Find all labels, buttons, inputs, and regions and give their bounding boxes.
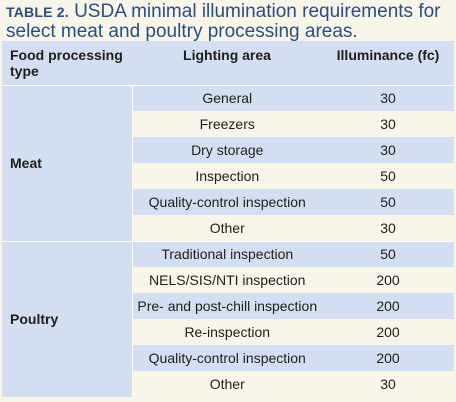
lighting-area-cell: Freezers — [132, 111, 322, 137]
lighting-area-cell: Pre- and post-chill inspection — [132, 293, 322, 319]
table-row: Re-inspection 200 — [2, 319, 454, 345]
header-lighting-area: Lighting area — [132, 41, 322, 86]
table-caption: TABLE 2. USDA minimal illumination requi… — [6, 2, 452, 41]
header-illuminance: Illuminance (fc) — [322, 41, 454, 86]
lighting-area-cell: General — [132, 85, 322, 111]
table-label: TABLE 2. — [6, 4, 69, 20]
illuminance-cell: 200 — [322, 267, 454, 293]
table-row: NELS/SIS/NTI inspection 200 — [2, 267, 454, 293]
illumination-table: Food processing type Lighting area Illum… — [2, 41, 454, 397]
table-row: Other 30 — [2, 215, 454, 241]
group-label-meat: Meat — [2, 85, 133, 241]
lighting-area-cell: Quality-control inspection — [132, 189, 322, 215]
table-row: Dry storage 30 — [2, 137, 454, 163]
illuminance-cell: 50 — [322, 189, 454, 215]
illuminance-cell: 30 — [322, 137, 454, 163]
illuminance-cell: 50 — [322, 163, 454, 189]
group-label-poultry: Poultry — [2, 240, 133, 397]
table-row: Quality-control inspection 50 — [2, 189, 454, 215]
table-row: Other 30 — [2, 371, 454, 397]
table-title: USDA minimal illumination requirements f… — [6, 1, 441, 42]
table-row: Meat General 30 — [2, 85, 454, 241]
illuminance-cell: 30 — [322, 215, 454, 241]
lighting-area-cell: Inspection — [132, 163, 322, 189]
table-row: Inspection 50 — [2, 163, 454, 189]
lighting-area-cell: Dry storage — [132, 137, 322, 163]
table-row: Poultry Traditional inspection 50 — [2, 240, 454, 397]
header-row: Food processing type Lighting area Illum… — [2, 41, 454, 86]
lighting-area-cell: Quality-control inspection — [132, 345, 322, 371]
lighting-area-cell: NELS/SIS/NTI inspection — [132, 267, 322, 293]
lighting-area-cell: Re-inspection — [132, 319, 322, 345]
lighting-area-cell: Other — [132, 371, 322, 397]
illuminance-cell: 30 — [322, 111, 454, 137]
illuminance-cell: 200 — [322, 319, 454, 345]
illuminance-cell: 200 — [322, 345, 454, 371]
illuminance-cell: 200 — [322, 293, 454, 319]
illuminance-cell: 30 — [322, 371, 454, 397]
table-row: Quality-control inspection 200 — [2, 345, 454, 371]
illuminance-cell: 50 — [322, 240, 454, 267]
table-row: Pre- and post-chill inspection 200 — [2, 293, 454, 319]
illuminance-cell: 30 — [322, 85, 454, 111]
lighting-area-cell: Traditional inspection — [132, 240, 322, 267]
table-row: Freezers 30 — [2, 111, 454, 137]
lighting-area-cell: Other — [132, 215, 322, 241]
header-food-processing-type: Food processing type — [2, 41, 132, 86]
